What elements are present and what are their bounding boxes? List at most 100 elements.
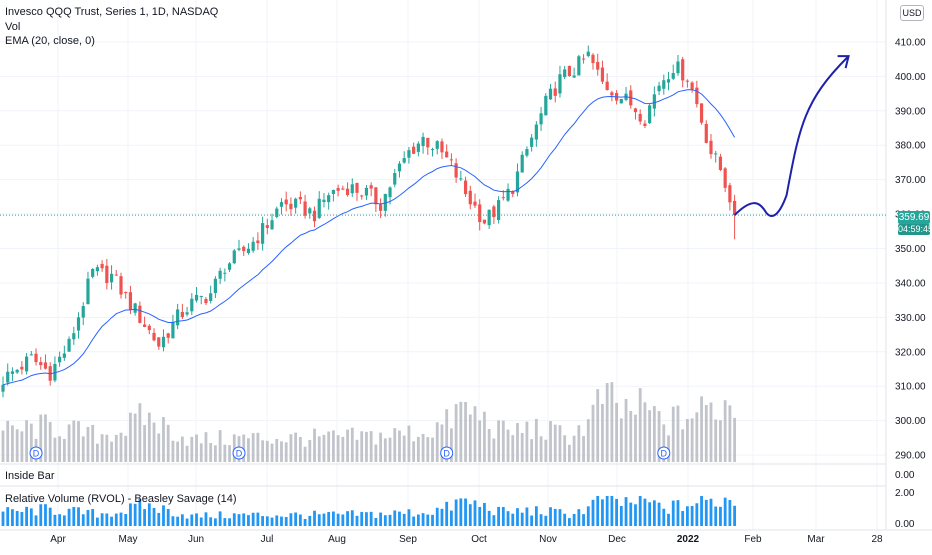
candle-body bbox=[124, 291, 128, 293]
volume-bar bbox=[464, 402, 467, 462]
volume-bar bbox=[355, 439, 359, 462]
candle-body bbox=[723, 168, 727, 188]
volume-bar bbox=[332, 430, 335, 462]
rvol-bar bbox=[232, 513, 236, 526]
rvol-bar bbox=[506, 511, 510, 526]
dividend-marker-label: D bbox=[443, 449, 450, 459]
rvol-bar bbox=[355, 515, 359, 526]
volume-bar bbox=[657, 411, 661, 462]
time-axis[interactable]: Apr May Jun Jul Aug Sep Oct Nov Dec 2022 Feb Mar 28 bbox=[0, 529, 932, 545]
candle-body bbox=[369, 185, 373, 189]
rvol-bar bbox=[634, 504, 637, 526]
volume-bar bbox=[383, 438, 387, 462]
dividend-marker-label: D bbox=[236, 449, 243, 459]
volume-legend[interactable]: Vol bbox=[5, 21, 21, 33]
volume-bar bbox=[591, 404, 595, 462]
volume-bar bbox=[242, 434, 246, 462]
currency-badge[interactable]: USD bbox=[900, 5, 924, 21]
price-axis[interactable]: 290.00 300.00 310.00 320.00 330.00 340.00 350.… bbox=[895, 37, 926, 461]
time-tick-label: Dec bbox=[608, 534, 626, 545]
volume-bar bbox=[563, 435, 567, 462]
dividend-marker bbox=[440, 446, 454, 460]
volume-bar bbox=[402, 435, 406, 462]
rvol-tick-label: 0.00 bbox=[895, 519, 915, 530]
rvol-bar bbox=[426, 514, 430, 526]
candle-body bbox=[185, 312, 189, 315]
time-tick-label: 28 bbox=[871, 534, 883, 545]
rvol-bar bbox=[421, 513, 425, 526]
candle-body bbox=[709, 140, 713, 155]
candle-body bbox=[610, 92, 614, 96]
volume-bar bbox=[11, 425, 14, 462]
candle-body bbox=[397, 163, 402, 172]
rvol-bar bbox=[516, 508, 519, 526]
candle-body bbox=[633, 108, 638, 113]
volume-bar bbox=[601, 403, 604, 462]
rvol-bar bbox=[652, 500, 656, 526]
candle-body bbox=[242, 246, 246, 252]
rvol-bar bbox=[568, 518, 571, 526]
rvol-bar bbox=[520, 512, 524, 526]
rvol-bar bbox=[582, 514, 585, 526]
volume-bar bbox=[468, 414, 472, 462]
volume-bar bbox=[195, 434, 198, 462]
candle-body bbox=[733, 200, 737, 216]
candle-body bbox=[180, 311, 184, 318]
volume-bar bbox=[459, 401, 463, 462]
candle-body bbox=[681, 59, 685, 81]
rvol-bar bbox=[619, 506, 623, 526]
candle-body bbox=[596, 62, 600, 70]
dividend-marker bbox=[232, 446, 246, 460]
projection-arrow[interactable] bbox=[733, 56, 849, 217]
candle-body bbox=[553, 88, 557, 96]
candle-body bbox=[232, 250, 236, 264]
rvol-bar bbox=[25, 506, 28, 526]
rvol-bar bbox=[237, 514, 241, 526]
inside-bar-title[interactable]: Inside Bar bbox=[5, 470, 55, 482]
volume-bar bbox=[629, 411, 633, 462]
rvol-bar bbox=[180, 514, 184, 526]
volume-bar bbox=[72, 420, 76, 462]
candle-body bbox=[76, 317, 81, 331]
rvol-bar bbox=[308, 515, 312, 526]
volume-bar bbox=[275, 438, 279, 462]
volume-bar bbox=[176, 441, 180, 462]
volume-bar bbox=[643, 402, 647, 462]
rvol-bar bbox=[534, 506, 538, 526]
candle-body bbox=[572, 75, 576, 78]
volume-bar bbox=[166, 424, 170, 462]
rvol-bar bbox=[402, 513, 406, 526]
symbol-legend[interactable]: Invesco QQQ Trust, Series 1, 1D, NASDAQ bbox=[5, 6, 219, 18]
candle-body bbox=[114, 274, 118, 276]
volume-bar bbox=[473, 406, 477, 462]
price-tick-label: 300.00 bbox=[895, 416, 926, 427]
candle-body bbox=[327, 195, 331, 203]
volume-bar bbox=[421, 433, 425, 462]
rvol-bar bbox=[147, 503, 151, 526]
candle-body bbox=[445, 151, 449, 158]
volume-bar bbox=[110, 441, 113, 462]
rvol-title[interactable]: Relative Volume (RVOL) - Beasley Savage … bbox=[5, 493, 237, 505]
candle-body bbox=[39, 362, 43, 366]
volume-bar bbox=[369, 431, 373, 462]
volume-bar bbox=[568, 444, 571, 462]
candle-body bbox=[336, 188, 340, 191]
candle-body bbox=[449, 159, 453, 161]
volume-bar bbox=[525, 421, 529, 462]
volume-bar bbox=[298, 436, 302, 462]
time-tick-label: Nov bbox=[539, 534, 557, 545]
candle-body bbox=[657, 85, 661, 92]
candle-body bbox=[72, 333, 76, 340]
candle-body bbox=[1, 384, 5, 392]
volume-bar bbox=[662, 424, 666, 462]
candle-body bbox=[355, 182, 359, 193]
candle-body bbox=[492, 206, 496, 218]
rvol-bar bbox=[638, 496, 642, 526]
ema-legend[interactable]: EMA (20, close, 0) bbox=[5, 35, 95, 47]
rvol-bar bbox=[303, 518, 307, 526]
candle-body bbox=[690, 82, 694, 90]
candle-body bbox=[577, 56, 581, 76]
volume-bar bbox=[733, 417, 736, 462]
